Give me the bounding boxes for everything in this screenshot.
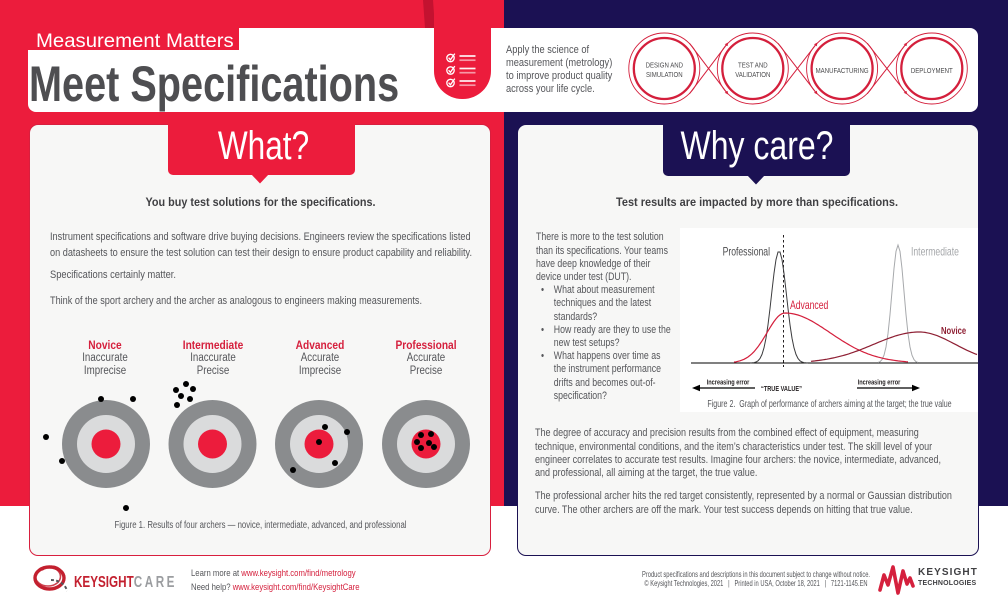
svg-text:Novice: Novice — [941, 325, 966, 336]
svg-text:Intermediate: Intermediate — [911, 246, 959, 258]
svg-text:Increasing error: Increasing error — [858, 379, 901, 387]
svg-text:“TRUE VALUE”: “TRUE VALUE” — [761, 385, 802, 393]
svg-text:SIMULATION: SIMULATION — [646, 71, 683, 79]
svg-text:Professional: Professional — [723, 246, 770, 258]
svg-text:DESIGN AND: DESIGN AND — [646, 62, 683, 70]
svg-text:Increasing error: Increasing error — [707, 379, 750, 387]
svg-text:Figure 2. Graph of performanc: Figure 2. Graph of performance of archer… — [707, 398, 951, 410]
svg-text:Advanced: Advanced — [790, 300, 828, 312]
svg-text:VALIDATION: VALIDATION — [735, 71, 770, 79]
svg-text:DEPLOYMENT: DEPLOYMENT — [911, 67, 954, 75]
svg-text:MANUFACTURING: MANUFACTURING — [816, 67, 869, 75]
svg-text:TEST AND: TEST AND — [738, 62, 768, 70]
